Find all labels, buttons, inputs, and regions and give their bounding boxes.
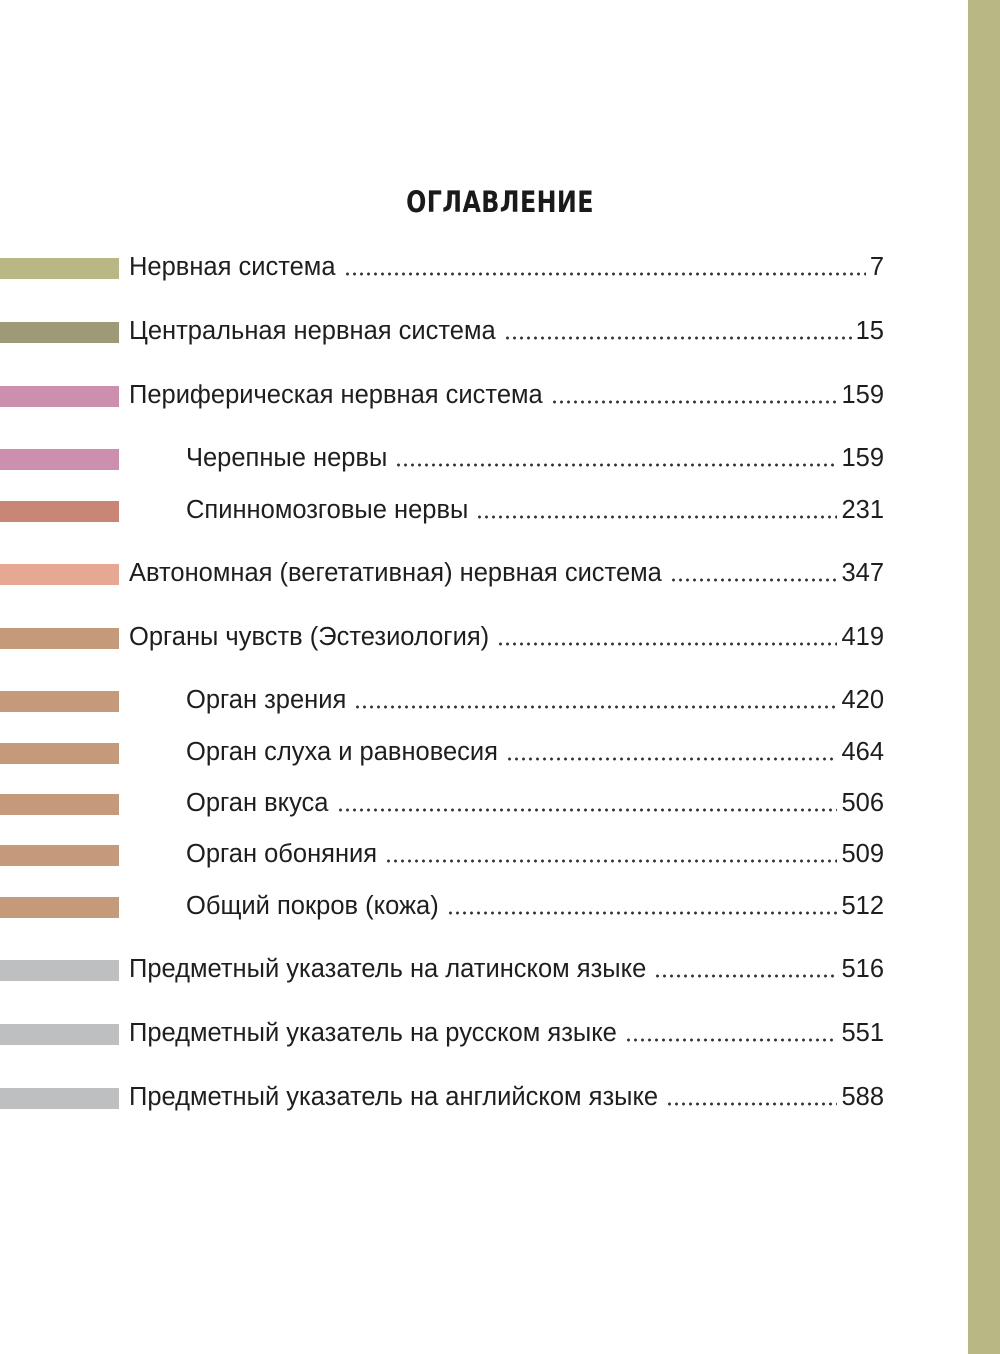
toc-entry-line: Черепные нервы 159 xyxy=(186,438,884,478)
toc-entry[interactable]: Орган зрения 420 xyxy=(0,680,900,720)
toc-entry[interactable]: Центральная нервная система 15 xyxy=(0,311,900,351)
toc-entry-line: Орган зрения 420 xyxy=(186,680,884,720)
toc-entry-line: Периферическая нервная система 159 xyxy=(129,375,884,415)
dot-leader xyxy=(395,460,838,470)
toc-entry-line: Нервная система 7 xyxy=(129,247,884,287)
toc-entry-label: Органы чувств (Эстезиология) xyxy=(129,623,490,651)
toc-entry-label: Предметный указатель на латинском языке xyxy=(129,955,647,983)
dot-leader xyxy=(669,575,838,585)
toc-entry[interactable]: Предметный указатель на латинском языке 5… xyxy=(0,949,900,989)
toc-entry-line: Автономная (вегетативная) нервная систем… xyxy=(129,553,884,593)
toc-entry[interactable]: Периферическая нервная система 159 xyxy=(0,375,900,415)
section-color-swatch xyxy=(0,960,119,981)
dot-leader xyxy=(505,754,838,764)
toc-entry[interactable]: Нервная система 7 xyxy=(0,247,900,287)
toc-entry[interactable]: Автономная (вегетативная) нервная систем… xyxy=(0,553,900,593)
toc-entry-label: Предметный указатель на русском языке xyxy=(129,1019,617,1047)
dot-leader xyxy=(343,269,866,279)
dot-leader xyxy=(666,1099,838,1109)
toc-entry-line: Орган вкуса 506 xyxy=(186,783,884,823)
toc-entry[interactable]: Орган слуха и равновесия 464 xyxy=(0,732,900,772)
toc-entry-label: Спинномозговые нервы xyxy=(186,496,469,524)
section-color-swatch xyxy=(0,322,119,343)
toc-entry-page-number: 551 xyxy=(841,1019,884,1047)
toc-entry[interactable]: Черепные нервы 159 xyxy=(0,438,900,478)
dot-leader xyxy=(354,702,838,712)
section-color-swatch xyxy=(0,743,119,764)
toc-entry-line: Орган слуха и равновесия 464 xyxy=(186,732,884,772)
section-color-swatch xyxy=(0,1088,119,1109)
dot-leader xyxy=(336,805,838,815)
toc-entry-label: Нервная система xyxy=(129,253,336,281)
toc-entry[interactable]: Общий покров (кожа) 512 xyxy=(0,886,900,926)
section-color-swatch xyxy=(0,564,119,585)
toc-entry-line: Предметный указатель на русском языке 551 xyxy=(129,1013,884,1053)
dot-leader xyxy=(385,856,838,866)
toc-entry-label: Предметный указатель на английском языке xyxy=(129,1083,659,1111)
toc-entry-label: Периферическая нервная система xyxy=(129,381,543,409)
section-color-swatch xyxy=(0,386,119,407)
toc-entry[interactable]: Предметный указатель на английском языке… xyxy=(0,1077,900,1117)
toc-entry-page-number: 516 xyxy=(841,955,884,983)
dot-leader xyxy=(624,1035,838,1045)
toc-entry-page-number: 588 xyxy=(841,1083,884,1111)
toc-entry-line: Предметный указатель на латинском языке 5… xyxy=(129,949,884,989)
toc-entry-page-number: 420 xyxy=(841,686,884,714)
dot-leader xyxy=(550,397,838,407)
toc-entry-page-number: 512 xyxy=(841,892,884,920)
toc-entry-page-number: 509 xyxy=(841,840,884,868)
toc-entry-label: Орган зрения xyxy=(186,686,347,714)
section-color-swatch xyxy=(0,1024,119,1045)
toc-entry-page-number: 419 xyxy=(841,623,884,651)
toc-entry-label: Черепные нервы xyxy=(186,444,388,472)
toc-entry-page-number: 159 xyxy=(841,381,884,409)
section-color-swatch xyxy=(0,628,119,649)
section-color-swatch xyxy=(0,794,119,815)
dot-leader xyxy=(503,333,852,343)
toc-entry-page-number: 347 xyxy=(841,559,884,587)
toc-entry-label: Орган слуха и равновесия xyxy=(186,738,498,766)
toc-entry-page-number: 159 xyxy=(841,444,884,472)
section-color-swatch xyxy=(0,449,119,470)
toc-entry-page-number: 464 xyxy=(841,738,884,766)
toc-entry-page-number: 506 xyxy=(841,789,884,817)
toc-entry-label: Орган обоняния xyxy=(186,840,378,868)
toc-entry[interactable]: Спинномозговые нервы 231 xyxy=(0,490,900,530)
toc-entry-label: Центральная нервная система xyxy=(129,317,496,345)
toc-entry-page-number: 7 xyxy=(869,253,884,281)
section-color-swatch xyxy=(0,845,119,866)
toc-entry[interactable]: Предметный указатель на русском языке 551 xyxy=(0,1013,900,1053)
toc-entry-line: Орган обоняния 509 xyxy=(186,834,884,874)
toc-entry-line: Предметный указатель на английском языке… xyxy=(129,1077,884,1117)
toc-entry-label: Автономная (вегетативная) нервная систем… xyxy=(129,559,662,587)
section-color-swatch xyxy=(0,258,119,279)
toc-entry[interactable]: Орган обоняния 509 xyxy=(0,834,900,874)
toc-entry-page-number: 231 xyxy=(841,496,884,524)
section-color-swatch xyxy=(0,691,119,712)
section-color-swatch xyxy=(0,897,119,918)
page-title: ОГЛАВЛЕНИЕ xyxy=(406,185,594,219)
dot-leader xyxy=(446,908,838,918)
toc-entry[interactable]: Органы чувств (Эстезиология) 419 xyxy=(0,617,900,657)
toc-entry-line: Общий покров (кожа) 512 xyxy=(186,886,884,926)
dot-leader xyxy=(497,639,838,649)
toc-entry-line: Спинномозговые нервы 231 xyxy=(186,490,884,530)
toc-entry[interactable]: Орган вкуса 506 xyxy=(0,783,900,823)
toc-entry-page-number: 15 xyxy=(855,317,884,345)
side-color-band xyxy=(968,0,1000,1354)
toc-entry-label: Общий покров (кожа) xyxy=(186,892,439,920)
dot-leader xyxy=(654,971,838,981)
toc-entry-line: Органы чувств (Эстезиология) 419 xyxy=(129,617,884,657)
toc-entry-line: Центральная нервная система 15 xyxy=(129,311,884,351)
dot-leader xyxy=(476,512,838,522)
section-color-swatch xyxy=(0,501,119,522)
toc-entry-label: Орган вкуса xyxy=(186,789,329,817)
